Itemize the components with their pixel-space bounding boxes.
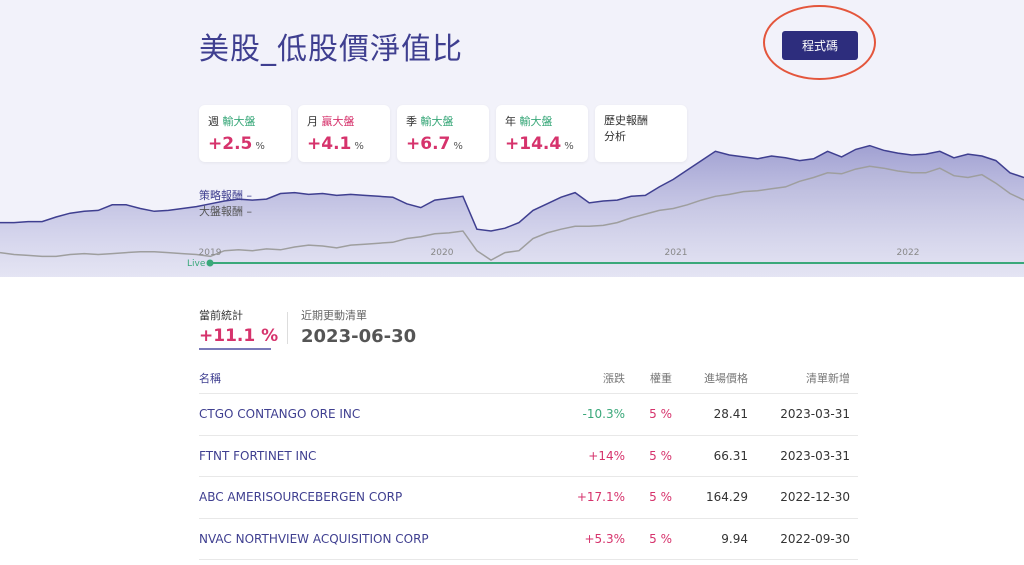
table-row[interactable]: FTNT FORTINET INC +14% 5 % 66.31 2023-03…: [199, 436, 858, 477]
hero-section: 2019 2020 2021 2022 Live 美股_低股價淨值比 程式碼 週 輸大盤…: [0, 0, 1024, 277]
header-change[interactable]: 漲跌: [603, 371, 625, 385]
card-period: 週: [208, 115, 219, 128]
stock-name[interactable]: CTGO CONTANGO ORE INC: [199, 407, 361, 422]
yearly-return-card[interactable]: 年 輸大盤 +14.4%: [496, 105, 588, 162]
stock-weight: 5 %: [649, 531, 672, 546]
highlight-annotation: [763, 5, 876, 80]
stock-price: 66.31: [713, 448, 748, 463]
current-stats-tab[interactable]: 當前統計 +11.1 %: [199, 307, 278, 350]
performance-chart: 2019 2020 2021 2022 Live: [0, 144, 1024, 277]
stock-weight: 5 %: [649, 448, 672, 463]
table-row[interactable]: CTGO CONTANGO ORE INC -10.3% 5 % 28.41 2…: [199, 394, 858, 436]
table-header: 名稱 漲跌 權重 進場價格 清單新增: [199, 362, 858, 394]
divider: [287, 312, 288, 344]
strategy-line: [0, 144, 1024, 232]
stock-name[interactable]: ABC AMERISOURCEBERGEN CORP: [199, 490, 403, 505]
stock-name[interactable]: FTNT FORTINET INC: [199, 448, 317, 463]
holdings-table: 名稱 漲跌 權重 進場價格 清單新增 CTGO CONTANGO ORE INC…: [199, 362, 858, 560]
stock-weight: 5 %: [649, 490, 672, 505]
card-value: +2.5: [208, 134, 253, 154]
card-unit: %: [564, 141, 574, 152]
card-period: 季: [406, 115, 417, 128]
chart-legend: 策略報酬 – 大盤報酬 –: [199, 188, 252, 220]
header-weight[interactable]: 權重: [650, 371, 672, 385]
recent-changes-tab[interactable]: 近期更動清單 2023-06-30: [301, 307, 416, 347]
live-marker: [206, 259, 214, 267]
stock-date: 2022-09-30: [780, 531, 850, 546]
card-period: 月: [307, 115, 318, 128]
stock-name[interactable]: NVAC NORTHVIEW ACQUISITION CORP: [199, 531, 429, 546]
card-value: +14.4: [505, 134, 562, 154]
stock-change: +5.3%: [584, 531, 625, 546]
header-date[interactable]: 清單新增: [806, 371, 850, 385]
x-tick-label: 2021: [665, 248, 688, 258]
quarterly-return-card[interactable]: 季 輸大盤 +6.7%: [397, 105, 489, 162]
stock-date: 2023-03-31: [780, 448, 850, 463]
x-tick-label: 2020: [431, 248, 454, 258]
stock-price: 164.29: [706, 490, 748, 505]
card-status: 輸大盤: [519, 115, 553, 128]
update-date: 2023-06-30: [301, 326, 417, 347]
stock-change: -10.3%: [582, 407, 625, 422]
legend-strategy: 策略報酬 –: [199, 189, 252, 202]
stock-date: 2023-03-31: [780, 407, 850, 422]
stock-change: +17.1%: [576, 490, 625, 505]
page-title: 美股_低股價淨值比: [199, 32, 463, 67]
card-value: +4.1: [307, 134, 352, 154]
card-period: 年: [505, 115, 516, 128]
monthly-return-card[interactable]: 月 贏大盤 +4.1%: [298, 105, 390, 162]
table-row[interactable]: ABC AMERISOURCEBERGEN CORP +17.1% 5 % 16…: [199, 477, 858, 519]
market-line: [0, 165, 1024, 261]
stock-change: +14%: [588, 448, 625, 463]
card-status: 輸大盤: [222, 115, 256, 128]
header-name[interactable]: 名稱: [199, 371, 221, 385]
card-value: +6.7: [406, 134, 451, 154]
card-status: 贏大盤: [321, 115, 355, 128]
weekly-return-card[interactable]: 週 輸大盤 +2.5%: [199, 105, 291, 162]
stock-date: 2022-12-30: [780, 490, 850, 505]
x-tick-label: 2019: [199, 248, 222, 258]
legend-market: 大盤報酬 –: [199, 205, 252, 218]
history-line2: 分析: [604, 130, 626, 143]
header-price[interactable]: 進場價格: [704, 371, 748, 385]
history-analysis-card[interactable]: 歷史報酬 分析: [595, 105, 687, 162]
table-row[interactable]: NVAC NORTHVIEW ACQUISITION CORP +5.3% 5 …: [199, 519, 858, 560]
stock-price: 9.94: [721, 531, 748, 546]
stock-weight: 5 %: [649, 407, 672, 422]
stats-label: 當前統計: [199, 309, 243, 322]
history-line1: 歷史報酬: [604, 114, 648, 127]
card-unit: %: [453, 141, 463, 152]
card-status: 輸大盤: [420, 115, 454, 128]
card-unit: %: [354, 141, 364, 152]
live-label: Live: [187, 259, 206, 269]
active-tab-underline: [199, 348, 271, 350]
update-label: 近期更動清單: [301, 309, 367, 322]
stock-price: 28.41: [713, 407, 748, 422]
market-area: [0, 166, 1024, 277]
stats-value: +11.1 %: [199, 326, 279, 346]
card-unit: %: [255, 141, 265, 152]
x-tick-label: 2022: [897, 248, 920, 258]
code-button[interactable]: 程式碼: [782, 31, 858, 60]
